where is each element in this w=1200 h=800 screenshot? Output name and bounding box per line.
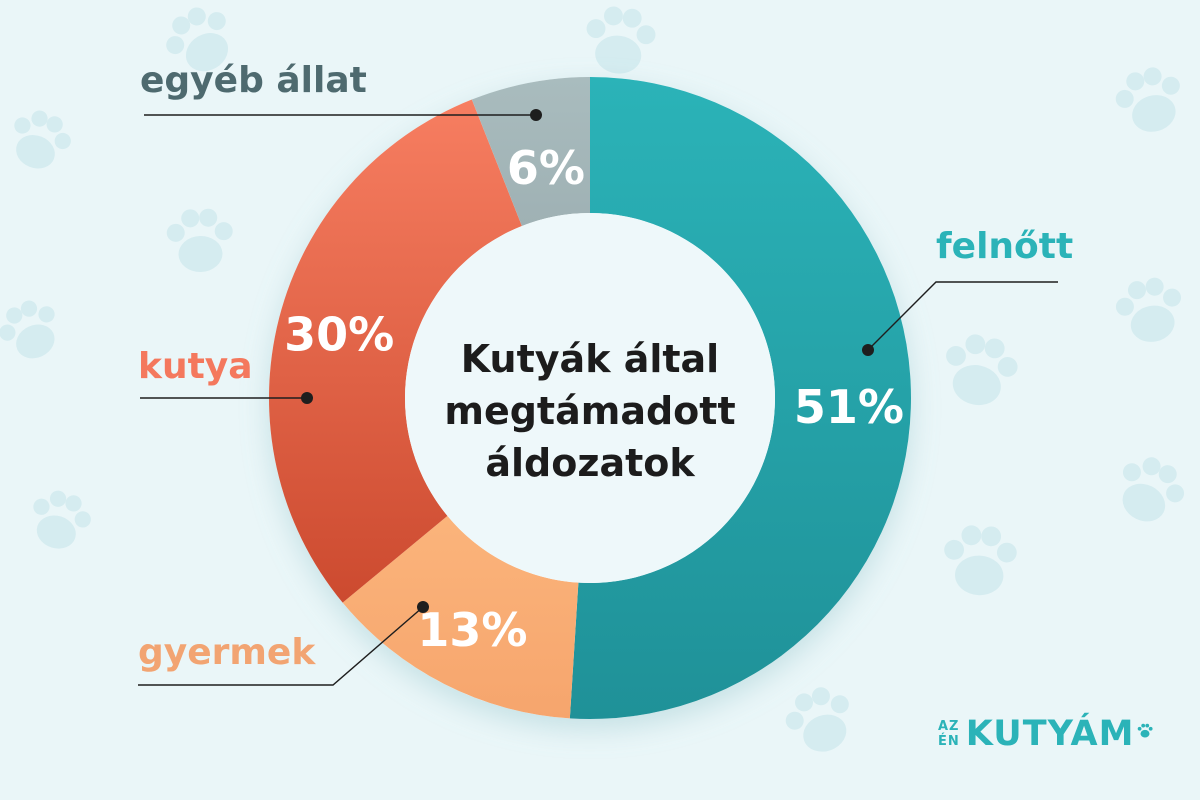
leader-line <box>867 281 1058 351</box>
paw-print-icon <box>1115 277 1182 342</box>
paw-print-icon <box>14 110 71 169</box>
logo-line-2: ÉN <box>938 734 960 749</box>
slice-egyéb-állat <box>471 77 590 226</box>
chart-title-line-3: áldozatok <box>485 441 695 485</box>
label-egyeb-allat: egyéb állat <box>140 60 367 101</box>
leader-dot <box>862 344 874 356</box>
slice-value-label: 13% <box>417 603 527 657</box>
brand-logo: AZ ÉN KUTYÁM <box>938 712 1154 756</box>
logo-paw-icon <box>1138 723 1154 738</box>
paw-print-icon <box>166 7 229 72</box>
leader-dot <box>301 392 313 404</box>
donut-hole <box>405 213 775 583</box>
slice-value-label: 51% <box>794 380 904 434</box>
slice-value-label: 30% <box>284 308 394 362</box>
label-kutya: kutya <box>138 346 253 387</box>
slice-value-label: 6% <box>507 141 585 195</box>
chart-title-line-2: megtámadott <box>444 389 736 433</box>
leader-dot <box>530 109 542 121</box>
logo-brand: KUTYÁM <box>965 714 1135 754</box>
slice-kutya <box>269 99 522 603</box>
paw-print-icon <box>1115 67 1180 132</box>
paw-print-icon <box>586 6 656 74</box>
paw-print-icon <box>0 300 55 359</box>
logo-prefix: AZ ÉN <box>938 719 960 749</box>
slice-felnőtt <box>569 77 912 720</box>
paw-print-icon <box>946 334 1018 406</box>
paw-print-icon <box>944 525 1017 596</box>
logo-line-1: AZ <box>938 719 960 734</box>
paw-print-icon <box>1122 457 1185 522</box>
leader-dot <box>417 601 429 613</box>
label-felnott: felnőtt <box>936 226 1074 267</box>
slice-gyermek <box>342 515 579 719</box>
paw-print-icon <box>785 687 849 752</box>
label-gyermek: gyermek <box>138 632 316 673</box>
leader-line <box>138 606 424 686</box>
chart-title: Kutyák által megtámadott áldozatok <box>405 333 775 489</box>
paw-print-icon <box>33 490 91 549</box>
paw-print-icon <box>166 208 233 272</box>
chart-title-line-1: Kutyák által <box>460 337 720 381</box>
